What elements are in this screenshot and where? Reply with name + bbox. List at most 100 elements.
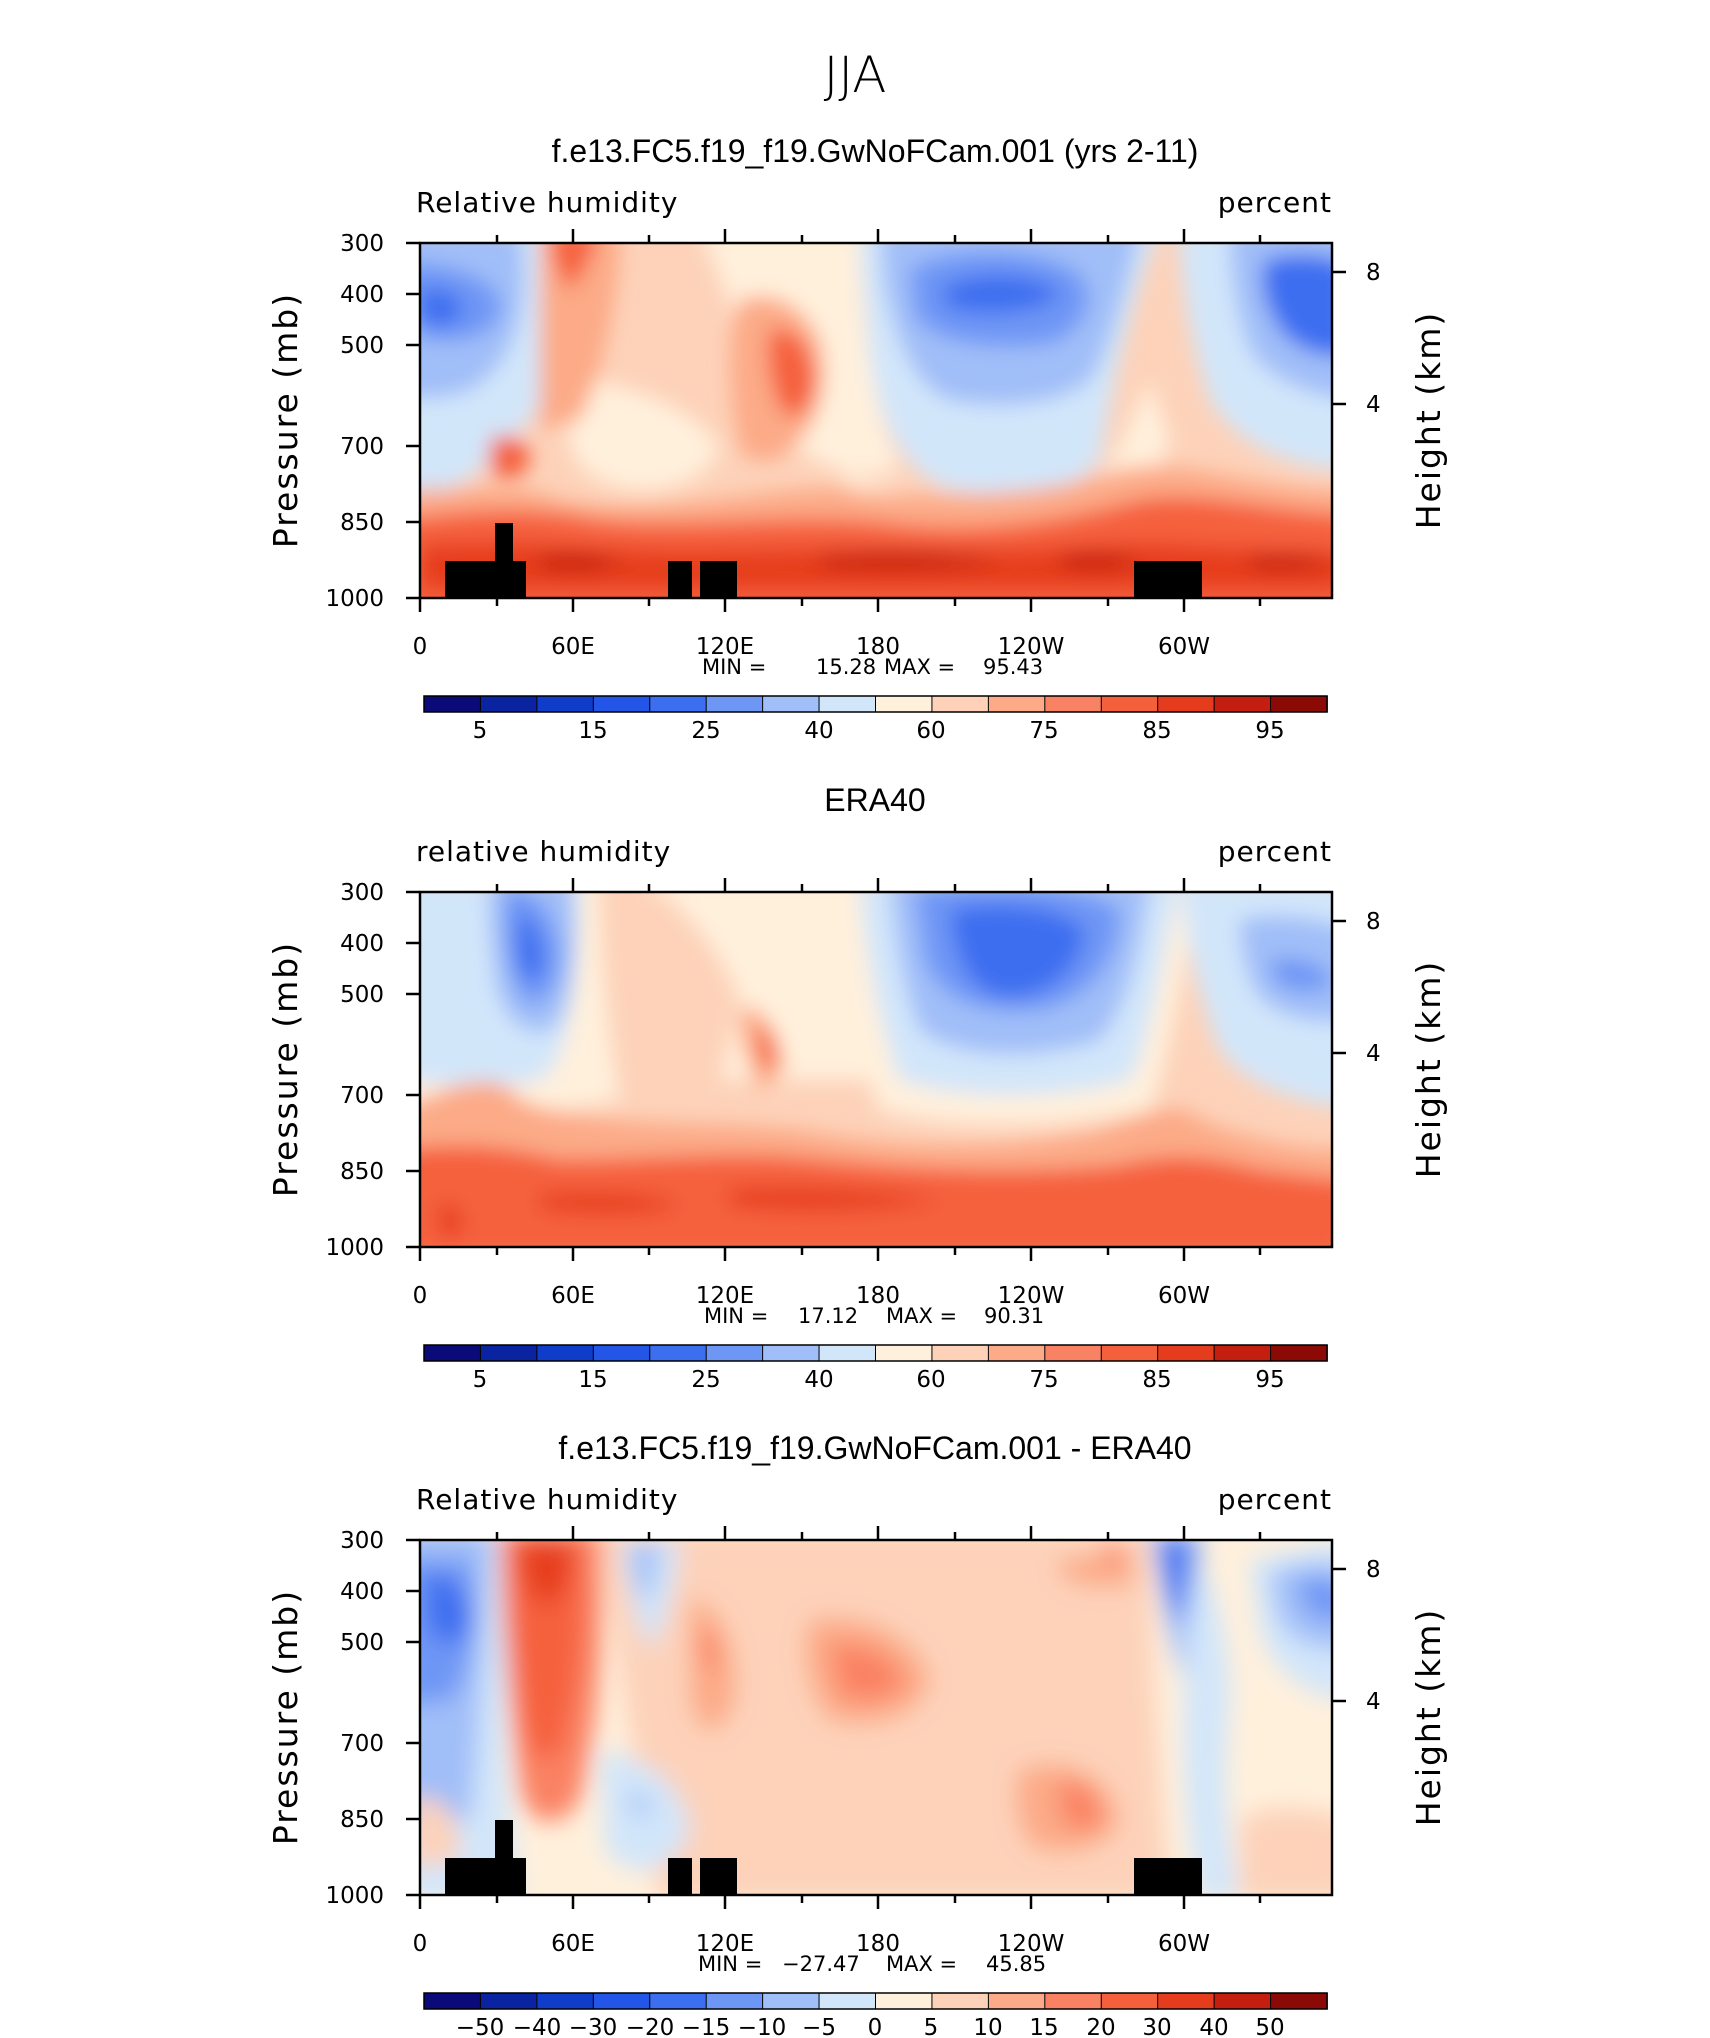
colorbar-swatch (649, 1992, 707, 2010)
colorbar-swatch (592, 695, 651, 713)
panel-title: f.e13.FC5.f19_f19.GwNoFCam.001 - ERA40 (558, 1430, 1191, 1466)
max-label: MAX = (884, 655, 955, 679)
colorbar-swatch (1157, 695, 1215, 713)
colorbar-label: −15 (682, 2015, 731, 2038)
colorbar-label: −50 (456, 2015, 505, 2038)
min-max-readout: MIN = 15.28 MAX = 95.43 (702, 655, 1043, 679)
colorbar-swatch (1157, 1992, 1215, 2010)
colorbar-swatch (423, 1344, 482, 1362)
colorbar-label: 75 (1029, 1367, 1058, 1393)
colorbar-swatch (931, 1992, 990, 2010)
contour-orange-2 (700, 1630, 717, 1671)
colorbar-swatch (818, 1344, 877, 1362)
colorbar-swatch (1213, 1992, 1272, 2010)
contour-red-column-core (510, 1540, 582, 1760)
colorbar-swatch (987, 1344, 1046, 1362)
page-title: JJA (824, 46, 887, 104)
colorbar-label: −10 (738, 2015, 787, 2038)
contour-orange-top (551, 243, 596, 290)
colorbar-swatch (931, 1344, 990, 1362)
y-tick-label: 700 (340, 434, 384, 460)
min-label: MIN = (698, 1952, 762, 1976)
colorbar-label: 15 (1029, 2015, 1058, 2038)
min-label: MIN = (702, 655, 766, 679)
colorbar-swatch (875, 1344, 933, 1362)
contour-cream (568, 380, 720, 490)
colorbar-swatch (479, 695, 538, 713)
colorbar-swatch (1044, 1344, 1103, 1362)
y-tick-label: 400 (340, 1579, 384, 1605)
min-value: 15.28 (816, 655, 876, 679)
y-tick-label: 1000 (325, 586, 384, 612)
colorbar-frame (423, 1992, 1328, 2010)
colorbar-label: 25 (691, 1367, 720, 1393)
x-tick-label: 0 (413, 1931, 428, 1957)
colorbar-swatch (875, 695, 933, 713)
min-value: −27.47 (782, 1952, 860, 1976)
colorbar-labels: −50 −40 −30 −20 −15 −10 −5 0 5 10 15 20 … (456, 2015, 1285, 2038)
colorbar-label: 85 (1142, 718, 1171, 744)
panel-model: f.e13.FC5.f19_f19.GwNoFCam.001 (yrs 2-11… (266, 133, 1448, 744)
max-value: 95.43 (983, 655, 1043, 679)
colorbar-label: 5 (924, 2015, 939, 2038)
colorbar-labels: 5 15 25 40 60 75 85 95 (473, 718, 1285, 744)
colorbar-swatch (592, 1344, 651, 1362)
colorbar-label: 5 (473, 718, 488, 744)
right-axis-label: Height (km) (1409, 960, 1448, 1179)
y-tick-label: 1000 (325, 1235, 384, 1261)
colorbar-swatch (1100, 695, 1159, 713)
panel-title: f.e13.FC5.f19_f19.GwNoFCam.001 (yrs 2-11… (552, 133, 1199, 169)
colorbar-swatch (536, 1344, 595, 1362)
colorbar-frame (423, 1344, 1328, 1362)
contour-orange-3 (830, 1644, 905, 1701)
colorbar-swatch (705, 1992, 764, 2010)
contour-salmon-low-left (420, 1797, 460, 1868)
colorbar-swatch (705, 1344, 764, 1362)
colorbar-swatch (1100, 1992, 1159, 2010)
colorbar-swatch (536, 695, 595, 713)
right-tick-label: 4 (1366, 1041, 1381, 1067)
min-label: MIN = (704, 1304, 768, 1328)
colorbar-swatch (1100, 1344, 1159, 1362)
max-label: MAX = (886, 1304, 957, 1328)
y-tick-label: 700 (340, 1731, 384, 1757)
contour-salmon-right (1240, 1808, 1332, 1895)
contour-salmon (540, 243, 620, 430)
ticks (406, 878, 1346, 1261)
x-tick-label: 120W (998, 1931, 1065, 1957)
colorbar-label: 5 (473, 1367, 488, 1393)
colorbar-swatch (931, 695, 990, 713)
colorbar-swatch (1044, 1992, 1103, 2010)
colorbar-label: 40 (1199, 2015, 1228, 2038)
y-axis-label: Pressure (mb) (266, 941, 305, 1197)
colorbar-label: 60 (916, 718, 945, 744)
x-tick-label: 180 (856, 1931, 900, 1957)
x-tick-label: 60E (551, 634, 595, 660)
colorbar-label: 0 (868, 2015, 883, 2038)
ticks (406, 229, 1346, 612)
colorbar-swatch (987, 695, 1046, 713)
y-tick-label: 500 (340, 333, 384, 359)
y-tick-label: 300 (340, 1528, 384, 1554)
colorbar-swatch (1270, 1992, 1328, 2010)
contour-field (420, 892, 1332, 1247)
panel-right-label: percent (1218, 186, 1332, 219)
contour-low-red (440, 1188, 940, 1235)
colorbar-swatch (649, 1344, 707, 1362)
colorbar-label: 15 (578, 718, 607, 744)
colorbar-label: 20 (1086, 2015, 1115, 2038)
contour-blue-center-2 (940, 275, 1060, 313)
y-tick-label: 400 (340, 282, 384, 308)
colorbar-swatch (1213, 1344, 1272, 1362)
x-tick-labels: 0 60E 120E 180 120W 60W (413, 1931, 1210, 1957)
colorbar-swatch (762, 1344, 820, 1362)
right-tick-label: 8 (1366, 1557, 1381, 1583)
panel-left-label: relative humidity (416, 835, 671, 868)
x-tick-label: 60W (1158, 1283, 1210, 1309)
x-tick-label: 120E (696, 1931, 754, 1957)
contour-field (420, 1540, 1332, 1895)
contour-low-dark (540, 552, 1330, 570)
panel-left-label: Relative humidity (416, 186, 678, 219)
y-tick-label: 700 (340, 1083, 384, 1109)
